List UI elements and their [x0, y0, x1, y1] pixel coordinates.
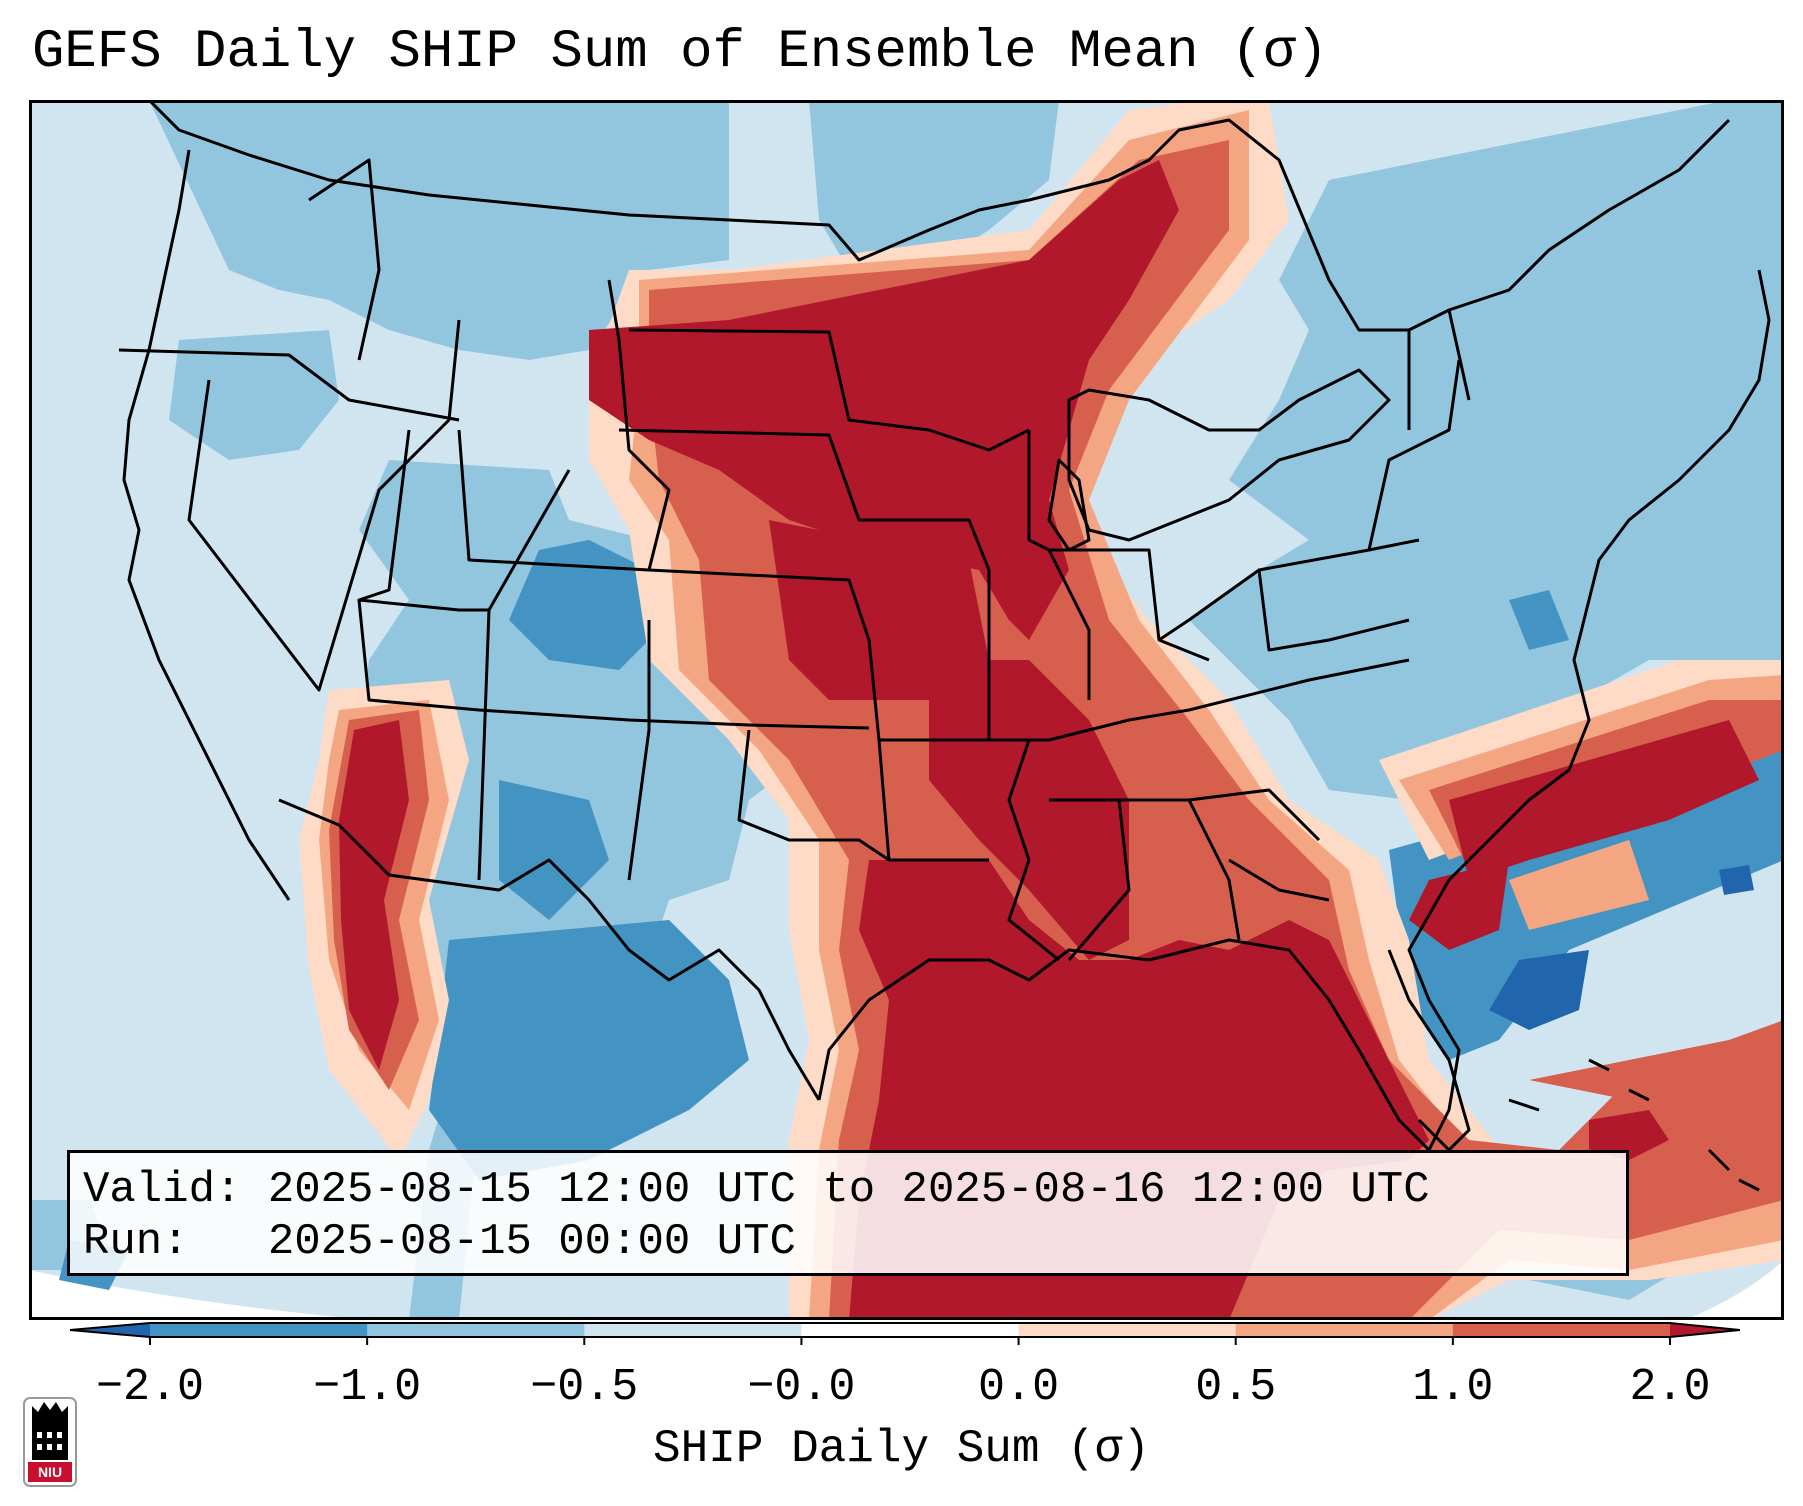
colorbar-label: SHIP Daily Sum (σ): [653, 1423, 1150, 1475]
chart-title: GEFS Daily SHIP Sum of Ensemble Mean (σ): [32, 22, 1329, 83]
colorbar-tick: 2.0: [1629, 1362, 1711, 1413]
state-line: [357, 429, 571, 612]
field-dark-blue: [1489, 865, 1754, 1030]
colorbar: [70, 1322, 1740, 1345]
state-line: [1119, 798, 1241, 941]
colorbar-tick: −0.0: [747, 1362, 856, 1413]
florida: [1387, 949, 1471, 1152]
colorbar-tick: 1.0: [1412, 1362, 1494, 1413]
colorbar-segment: [367, 1323, 585, 1337]
state-line: [1447, 309, 1471, 401]
gulf-coast: [817, 269, 1771, 1152]
state-line: [628, 328, 1030, 452]
state-line: [357, 599, 870, 730]
state-line: [618, 428, 991, 571]
colorbar-segment: [801, 1323, 1020, 1337]
state-line: [308, 158, 381, 361]
field-mid-blue: [59, 540, 1784, 1290]
projection-edge-right: [1685, 1260, 1784, 1320]
state-line: [187, 319, 461, 692]
state-line: [118, 348, 460, 422]
state-line: [1188, 788, 1321, 842]
colorbar-extend-high: [1670, 1323, 1740, 1337]
colorbar-segment: [150, 1323, 368, 1337]
colorbar-tick: −1.0: [313, 1362, 422, 1413]
map-frame: [29, 100, 1784, 1320]
state-line: [1007, 739, 1060, 962]
borders: [118, 100, 1771, 1152]
great-lakes: [1067, 368, 1391, 542]
state-line: [477, 609, 491, 881]
colorbar-tick: 0.0: [978, 1362, 1060, 1413]
info-box: Valid: 2025-08-15 12:00 UTC to 2025-08-1…: [67, 1150, 1629, 1276]
colorbar-segment: [1018, 1323, 1237, 1337]
west-coast: [122, 149, 291, 901]
niu-logo: NIU: [23, 1397, 77, 1487]
colorbar-tick: −0.5: [530, 1362, 639, 1413]
state-line: [1367, 359, 1461, 551]
canada-border: [147, 100, 1731, 332]
state-line: [648, 568, 891, 861]
state-line: [1228, 858, 1330, 902]
mexico-border: [278, 798, 821, 1101]
lake-michigan: [1047, 458, 1091, 552]
colorbar-segment: [1452, 1323, 1671, 1337]
state-line: [457, 279, 671, 572]
run-time: Run: 2025-08-15 00:00 UTC: [83, 1217, 796, 1267]
colorbar-segment: [584, 1323, 802, 1337]
islands: [1508, 1058, 1760, 1192]
state-line: [1049, 548, 1210, 662]
state-line: [627, 620, 651, 881]
niu-logo-band: [28, 1462, 72, 1482]
state-line: [1257, 569, 1410, 652]
valid-time: Valid: 2025-08-15 12:00 UTC to 2025-08-1…: [83, 1165, 1430, 1215]
state-line: [1049, 798, 1131, 961]
colorbar-tick: −2.0: [95, 1362, 205, 1413]
colorbar-tick: 0.5: [1195, 1362, 1277, 1413]
niu-logo-text: NIU: [38, 1464, 62, 1480]
map-panel: [29, 100, 1784, 1320]
state-line: [737, 729, 989, 862]
colorbar-segment: [1235, 1323, 1454, 1337]
projection-edge: [29, 1270, 369, 1320]
colorbar-extend-low: [70, 1323, 150, 1337]
